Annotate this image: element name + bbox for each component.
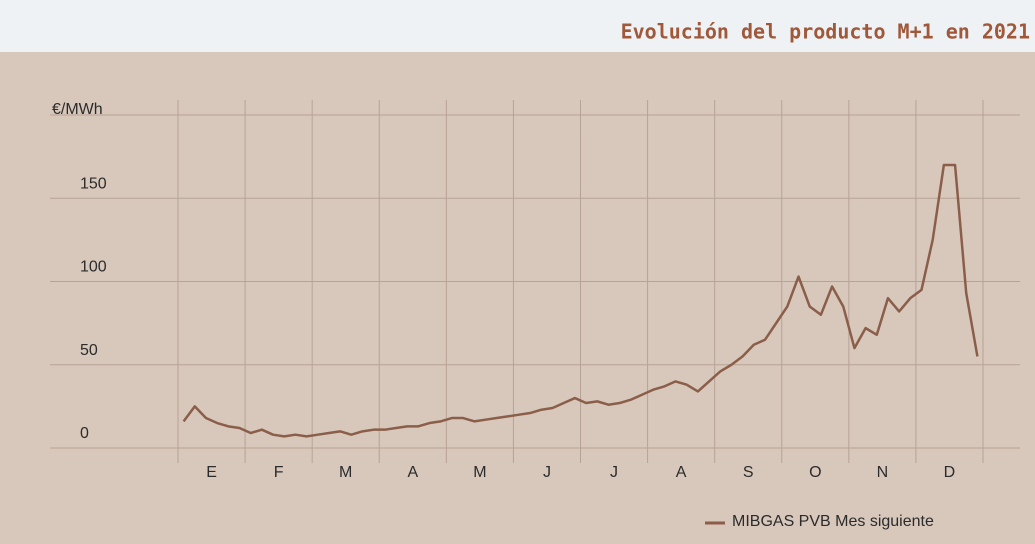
- chart-panel: [0, 52, 1035, 544]
- x-tick-label: O: [809, 464, 821, 481]
- x-tick-label: M: [339, 464, 352, 481]
- x-tick-label: D: [944, 464, 956, 481]
- chart-title: Evolución del producto M+1 en 2021: [621, 20, 1030, 44]
- legend-label: MIBGAS PVB Mes siguiente: [732, 513, 934, 530]
- y-tick-label: 0: [80, 425, 89, 442]
- x-tick-label: A: [676, 464, 687, 481]
- y-tick-label: 150: [80, 175, 107, 192]
- x-tick-label: F: [274, 464, 284, 481]
- x-tick-label: E: [206, 464, 217, 481]
- x-tick-label: M: [473, 464, 486, 481]
- y-tick-label: 50: [80, 342, 98, 359]
- x-tick-label: J: [543, 464, 551, 481]
- x-tick-label: A: [407, 464, 418, 481]
- y-tick-label: 100: [80, 259, 107, 276]
- x-tick-label: J: [610, 464, 618, 481]
- x-tick-label: N: [877, 464, 889, 481]
- x-tick-label: S: [743, 464, 754, 481]
- data-line: [182, 163, 979, 438]
- y-axis-label: €/MWh: [52, 101, 103, 118]
